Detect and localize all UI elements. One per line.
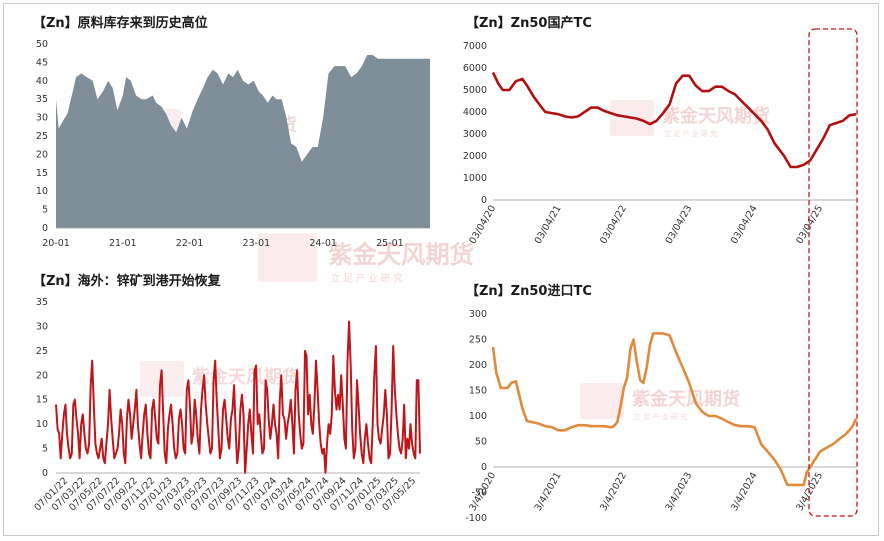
x-tick-label: 24-01 [309,238,337,249]
y-tick-label: -50 [471,488,487,499]
y-tick-label: 150 [469,386,487,397]
inventory-area [56,55,430,228]
y-tick-label: 15 [36,168,48,179]
y-tick-label: -100 [465,513,487,524]
y-tick-label: 100 [469,411,487,422]
x-tick-label: 03/04/20 [467,204,498,246]
y-tick-label: 0 [42,223,48,234]
x-tick-label: 03/04/21 [533,204,564,246]
x-tick-label: 20-01 [42,238,70,249]
watermark-name: 紫金天风期货 [632,388,740,410]
x-tick-label: 22-01 [176,238,204,249]
y-tick-label: 25 [36,131,48,142]
watermark-slogan: 立 足 产 业 研 究 [634,412,687,421]
y-tick-label: 200 [469,360,487,371]
x-tick-label: 25-01 [376,238,404,249]
y-tick-label: 30 [36,113,48,124]
y-tick-label: 50 [36,39,48,50]
y-tick-label: 50 [475,437,487,448]
watermark-name: 紫金天风期货 [192,366,300,388]
y-tick-label: 20 [36,370,48,381]
watermark-name: 紫金天风期货 [328,240,474,269]
import-tc-chart-title: 【Zn】Zn50进口TC [466,284,592,299]
x-tick-label: 21-01 [109,238,137,249]
watermark-slogan: 立 足 产 业 研 究 [331,273,403,285]
highlight-box [808,28,858,517]
x-tick-label: 3/4/2023 [664,471,695,513]
x-tick-label: 03/04/24 [729,204,760,246]
y-tick-label: 10 [36,186,48,197]
y-tick-label: 35 [36,94,48,105]
y-tick-label: 2000 [463,151,487,162]
y-tick-label: 4000 [463,107,487,118]
inventory-chart-title: 【Zn】原料库存来到历史高位 [33,16,208,31]
y-tick-label: 0 [481,195,487,206]
import-tc-line [491,332,858,487]
watermark-name: 紫金天风期货 [662,105,770,127]
y-tick-label: 0 [481,462,487,473]
x-tick-label: 3/4/2024 [729,471,760,513]
watermark-slogan: 立 足 产 业 研 究 [194,390,247,399]
x-tick-label: 03/04/22 [598,204,629,246]
y-tick-label: 40 [36,76,48,87]
ore-arrivals-line-chart: 0510152025303507/01/2207/03/2207/05/2207… [32,297,421,513]
y-tick-label: 0 [42,468,48,479]
y-tick-label: 3000 [463,129,487,140]
y-tick-label: 5000 [463,85,487,96]
y-tick-label: 25 [36,346,48,357]
figure-frame [3,3,879,536]
ore-arrivals-line [55,320,421,474]
inventory-area-chart: 0 5 10 15 20 25 30 35 40 45 50 20-01 21-01 22-01 23-01… [36,39,430,249]
watermark-slogan: 立 足 产 业 研 究 [664,129,717,138]
y-tick-label: 250 [469,335,487,346]
y-tick-label: 35 [36,297,48,308]
x-tick-label: 03/04/25 [794,204,825,246]
domestic-tc-line [491,71,857,169]
domestic-tc-chart-title: 【Zn】Zn50国产TC [466,16,592,31]
domestic-tc-line-chart: 0 1000 2000 3000 4000 5000 6000 7000 03/04/20 03/… [463,41,857,246]
y-tick-label: 7000 [463,41,487,52]
y-tick-label: 6000 [463,63,487,74]
x-tick-label: 3/4/2025 [794,471,825,513]
x-tick-label: 3/4/2022 [598,471,629,513]
x-tick-label: 3/4/2021 [533,471,564,513]
y-tick-label: 30 [36,321,48,332]
y-tick-label: 1000 [463,173,487,184]
ore-arrivals-chart-title: 【Zn】海外：锌矿到港开始恢复 [33,274,221,289]
y-tick-label: 20 [36,149,48,160]
y-tick-label: 45 [36,57,48,68]
y-tick-label: 5 [42,444,48,455]
watermark-logo-icon [258,233,318,282]
x-tick-label: 23-01 [243,238,271,249]
y-tick-label: 5 [42,205,48,216]
x-tick-label: 03/04/23 [664,204,695,246]
y-tick-label: 300 [469,309,487,320]
y-tick-label: 10 [36,419,48,430]
watermark-logo-icon [580,383,624,419]
y-tick-label: 15 [36,395,48,406]
